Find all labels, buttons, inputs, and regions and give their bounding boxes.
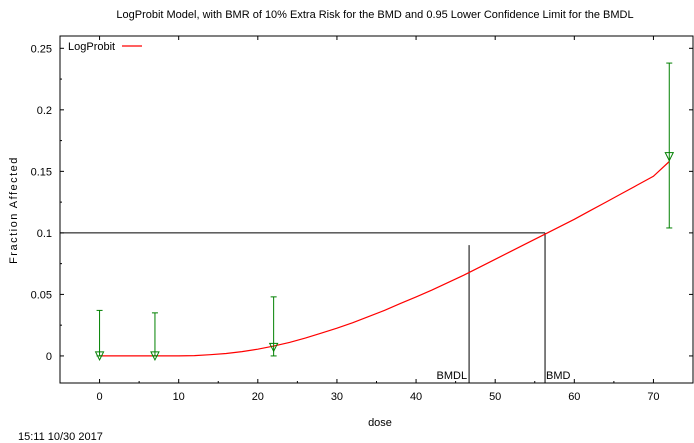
observed-layer [94,62,675,362]
x-axis-label: dose [368,417,392,429]
observed-point [268,342,279,353]
y-tick-label: 0.1 [37,228,52,240]
y-tick-label: 0 [46,351,52,363]
bmd-layer: BMDL BMD [60,232,571,383]
x-tick-label: 0 [97,391,103,403]
observed-point [664,152,675,162]
y-tick-label: 0.15 [31,166,52,178]
y-axis-label-group: Fraction Affected [8,156,20,264]
x-tick-label: 20 [252,391,264,403]
y-tick-label: 0.25 [31,43,52,55]
timestamp: 15:11 10/30 2017 [18,431,103,443]
x-tick-label: 10 [173,391,185,403]
x-tick-label: 50 [489,391,501,403]
y-axis-label: Fraction Affected [8,156,20,264]
tick-layer: 0 10 20 30 40 50 60 70 0 0.05 0.1 0.15 0.2 0.25 [31,36,693,403]
x-tick-label: 30 [331,391,343,403]
y-tick-label: 0.2 [37,105,52,117]
bmdl-label: BMDL [437,370,468,382]
bmd-label: BMD [546,370,571,382]
chart-title: LogProbit Model, with BMR of 10% Extra R… [116,9,633,21]
legend: LogProbit [68,41,142,53]
legend-label: LogProbit [68,41,115,53]
x-tick-label: 70 [647,391,659,403]
observed-point [94,351,105,362]
observed-point [150,351,160,362]
plot-frame [59,35,694,384]
x-tick-label: 40 [410,391,422,403]
curve-layer [99,161,670,357]
logprobit-curve [99,161,670,357]
y-tick-label: 0.05 [31,289,52,301]
x-tick-label: 60 [568,391,580,403]
